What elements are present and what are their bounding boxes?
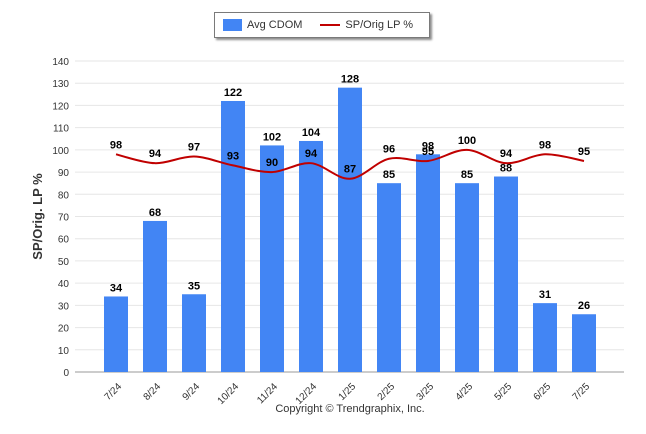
x-tick-label: 7/25 <box>571 381 593 403</box>
bar-data-label: 68 <box>149 207 161 219</box>
line-data-label: 97 <box>188 142 200 154</box>
line-data-label: 95 <box>422 146 434 158</box>
bar-data-label: 102 <box>263 131 281 143</box>
bar-data-label: 34 <box>110 282 123 294</box>
line-data-label: 100 <box>458 135 476 147</box>
y-tick-label: 0 <box>63 368 69 379</box>
bar <box>377 183 401 372</box>
copyright-text: Copyright © Trendgraphix, Inc. <box>275 403 425 415</box>
y-tick-label: 50 <box>58 257 70 268</box>
bar-data-label: 88 <box>500 163 512 175</box>
x-tick-label: 3/25 <box>415 381 437 403</box>
y-tick-label: 100 <box>52 146 69 157</box>
x-tick-label: 9/24 <box>181 381 203 403</box>
x-tick-label: 1/25 <box>337 381 359 403</box>
y-tick-label: 140 <box>52 57 69 68</box>
y-tick-label: 10 <box>58 346 70 357</box>
x-tick-label: 4/25 <box>454 381 476 403</box>
bar-data-label: 85 <box>383 169 395 181</box>
line-data-label: 98 <box>110 139 122 151</box>
line-data-label: 98 <box>539 139 551 151</box>
line-data-label: 94 <box>500 148 513 160</box>
legend-bar-label: Avg CDOM <box>247 19 303 31</box>
line-data-label: 90 <box>266 157 278 169</box>
bar-data-label: 122 <box>224 87 242 99</box>
bar-data-label: 104 <box>302 127 321 139</box>
line-data-label: 87 <box>344 164 356 176</box>
bar <box>455 183 479 372</box>
y-tick-label: 90 <box>58 168 70 179</box>
line-data-label: 94 <box>305 148 318 160</box>
x-tick-label: 6/25 <box>532 381 554 403</box>
x-tick-label: 5/25 <box>493 381 515 403</box>
line-data-label: 95 <box>578 146 590 158</box>
y-tick-label: 60 <box>58 235 70 246</box>
bar <box>104 296 128 372</box>
bar <box>416 154 440 372</box>
y-tick-label: 20 <box>58 324 70 335</box>
bar <box>338 87 362 373</box>
bar-data-label: 85 <box>461 169 473 181</box>
bar-data-label: 98 <box>422 140 434 152</box>
line-data-label: 96 <box>383 144 395 156</box>
y-tick-label: 130 <box>52 79 69 90</box>
legend: Avg CDOM SP/Orig LP % <box>214 12 430 38</box>
y-tick-label: 80 <box>58 190 70 201</box>
bar <box>221 100 245 372</box>
x-tick-label: 8/24 <box>142 381 164 403</box>
x-tick-label: 2/25 <box>376 381 398 403</box>
bar <box>572 314 596 372</box>
legend-bar-swatch <box>223 19 242 31</box>
bar <box>182 294 206 372</box>
bar <box>260 145 284 372</box>
y-tick-label: 110 <box>53 124 69 135</box>
y-tick-label: 30 <box>58 301 70 312</box>
bar-data-label: 26 <box>578 300 590 312</box>
legend-line-swatch <box>320 24 341 26</box>
bar <box>299 140 323 372</box>
line-data-label: 94 <box>149 148 162 160</box>
bar <box>143 220 167 372</box>
y-tick-label: 120 <box>52 101 69 112</box>
legend-item-line[interactable]: SP/Orig LP % <box>320 19 413 31</box>
line-data-label: 93 <box>227 150 239 162</box>
y-tick-label: 70 <box>58 213 70 224</box>
y-tick-label: 40 <box>58 279 70 290</box>
legend-item-bars[interactable]: Avg CDOM <box>223 19 302 31</box>
y-axis-title: SP/Orig. LP % <box>30 173 45 260</box>
series-line-sp-orig-lp <box>115 148 585 180</box>
bar <box>533 303 557 372</box>
bar <box>494 176 518 372</box>
bar-data-label: 128 <box>341 74 359 86</box>
bar-data-label: 31 <box>539 289 551 301</box>
x-tick-label: 7/24 <box>103 381 125 403</box>
bar-data-label: 35 <box>188 280 200 292</box>
legend-line-label: SP/Orig LP % <box>345 19 414 31</box>
